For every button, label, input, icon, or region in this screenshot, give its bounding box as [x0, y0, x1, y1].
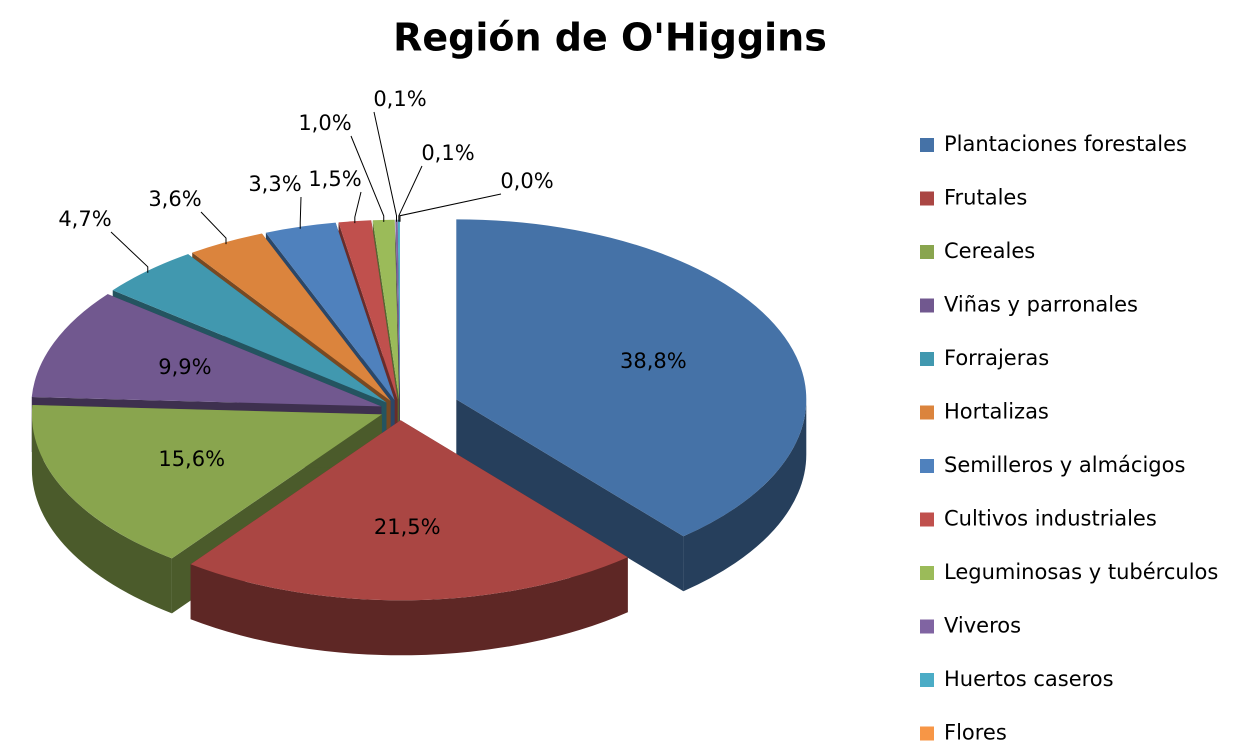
data-label: 38,8%	[620, 349, 687, 373]
legend-label: Plantaciones forestales	[944, 132, 1187, 156]
leader-line	[200, 211, 227, 245]
legend-swatch	[920, 298, 934, 313]
data-label: 3,6%	[148, 187, 201, 211]
legend-swatch	[920, 459, 934, 473]
slice	[190, 420, 628, 601]
slice	[456, 219, 807, 592]
leader-line	[110, 231, 149, 273]
legend-label: Flores	[944, 721, 1007, 744]
slice	[338, 220, 398, 400]
legend-label: Viveros	[944, 614, 1021, 638]
legend-label: Frutales	[944, 186, 1027, 210]
slice	[397, 219, 400, 400]
legend-swatch	[920, 405, 934, 420]
legend-swatch	[920, 512, 934, 527]
slice-side	[190, 557, 628, 656]
legend-swatch	[920, 619, 934, 634]
data-label: 3,3%	[248, 172, 301, 196]
data-label: 0,0%	[500, 169, 553, 193]
data-label: 0,1%	[373, 87, 426, 111]
slice	[192, 233, 391, 401]
legend-swatch	[920, 245, 934, 259]
legend-label: Viñas y parronales	[944, 293, 1138, 317]
legend-label: Semilleros y almácigos	[944, 453, 1185, 477]
legend-label: Leguminosas y tubérculos	[944, 560, 1218, 584]
legend-swatch	[920, 673, 934, 687]
legend-label: Huertos caseros	[944, 667, 1114, 691]
slice	[31, 405, 382, 559]
legend-swatch	[920, 726, 934, 741]
data-label: 9,9%	[158, 355, 211, 379]
leader-line	[299, 196, 302, 229]
slice	[395, 219, 400, 400]
data-label: 0,1%	[421, 141, 474, 165]
legend-label: Cultivos industriales	[944, 507, 1157, 531]
slice	[31, 294, 382, 407]
data-label: 21,5%	[374, 515, 441, 539]
chart-title: Región de O'Higgins	[393, 16, 827, 60]
legend-swatch	[920, 191, 934, 206]
legend-swatch	[920, 138, 934, 152]
slice-side	[683, 399, 807, 592]
slice	[112, 254, 387, 403]
slice-side	[31, 414, 172, 614]
data-label: 1,0%	[298, 111, 351, 135]
leader-line	[373, 111, 398, 222]
data-label: 4,7%	[58, 207, 111, 231]
slice	[265, 222, 395, 401]
leader-line	[350, 135, 385, 222]
legend-label: Cereales	[944, 239, 1035, 263]
data-label: 15,6%	[158, 447, 225, 471]
legend-label: Forrajeras	[944, 346, 1049, 370]
legend-swatch	[920, 352, 934, 366]
leader-line	[399, 193, 502, 222]
data-label: 1,5%	[308, 167, 361, 191]
legend-swatch	[920, 566, 934, 580]
leader-line	[354, 191, 362, 224]
slice	[190, 420, 628, 656]
slice	[456, 219, 807, 537]
legend-label: Hortalizas	[944, 400, 1049, 424]
slice	[372, 219, 400, 400]
leader-line	[398, 165, 423, 222]
slice-radial-wall	[456, 399, 684, 592]
